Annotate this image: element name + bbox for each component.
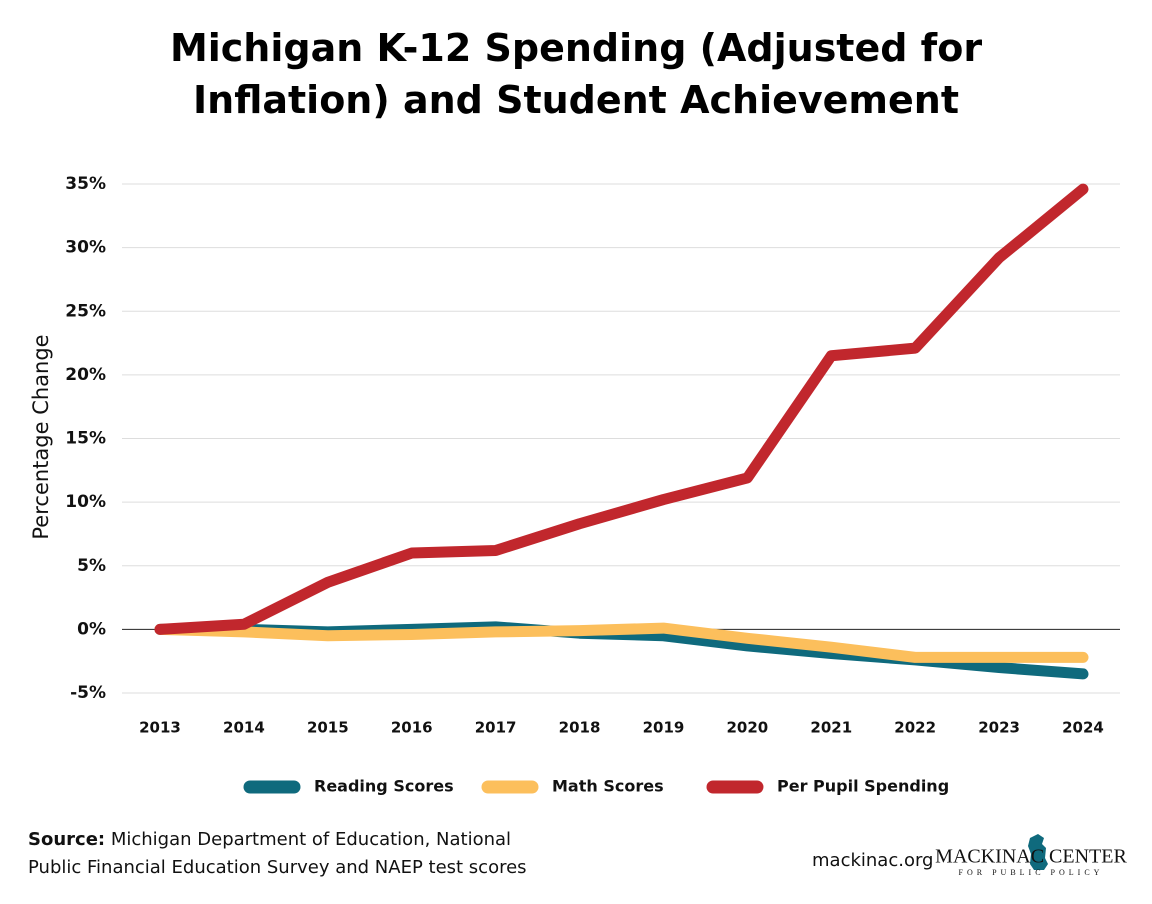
- legend-label: Per Pupil Spending: [777, 777, 949, 796]
- y-tick-label: 10%: [65, 492, 106, 512]
- y-tick-label: -5%: [70, 683, 106, 703]
- x-tick-label: 2021: [810, 719, 852, 737]
- logo: MACKINAC CENTER FOR PUBLIC POLICY: [935, 834, 1127, 877]
- x-tick-label: 2018: [559, 719, 601, 737]
- y-axis-label: Percentage Change: [29, 334, 53, 539]
- x-tick-label: 2014: [223, 719, 265, 737]
- x-tick-label: 2023: [978, 719, 1020, 737]
- logo-name: MACKINAC CENTER: [935, 846, 1127, 868]
- y-tick-label: 30%: [65, 238, 106, 258]
- x-tick-label: 2017: [475, 719, 517, 737]
- x-tick-label: 2024: [1062, 719, 1104, 737]
- series-line: [154, 622, 1089, 663]
- legend-label: Math Scores: [552, 777, 664, 796]
- y-tick-label: 25%: [65, 301, 106, 321]
- y-tick-label: 15%: [65, 429, 106, 449]
- source-text: Michigan Department of Education, Nation…: [28, 829, 527, 878]
- x-tick-label: 2019: [643, 719, 685, 737]
- y-tick-label: 20%: [65, 365, 106, 385]
- y-tick-label: 35%: [65, 174, 106, 194]
- logo-icon: [1028, 834, 1048, 870]
- legend-label: Reading Scores: [314, 777, 454, 796]
- logo-tagline: FOR PUBLIC POLICY: [959, 868, 1104, 877]
- source-label: Source:: [28, 829, 106, 850]
- y-tick-label: 0%: [77, 619, 106, 639]
- x-tick-label: 2020: [726, 719, 768, 737]
- y-tick-label: 5%: [77, 556, 106, 576]
- x-tick-label: 2022: [894, 719, 936, 737]
- chart-title: Michigan K-12 Spending (Adjusted for Inf…: [169, 26, 983, 122]
- x-tick-label: 2013: [139, 719, 181, 737]
- source-note: Source: Michigan Department of Education…: [28, 826, 568, 882]
- series-line: [154, 183, 1089, 635]
- website: mackinac.org: [812, 850, 934, 871]
- x-tick-label: 2015: [307, 719, 349, 737]
- x-tick-label: 2016: [391, 719, 433, 737]
